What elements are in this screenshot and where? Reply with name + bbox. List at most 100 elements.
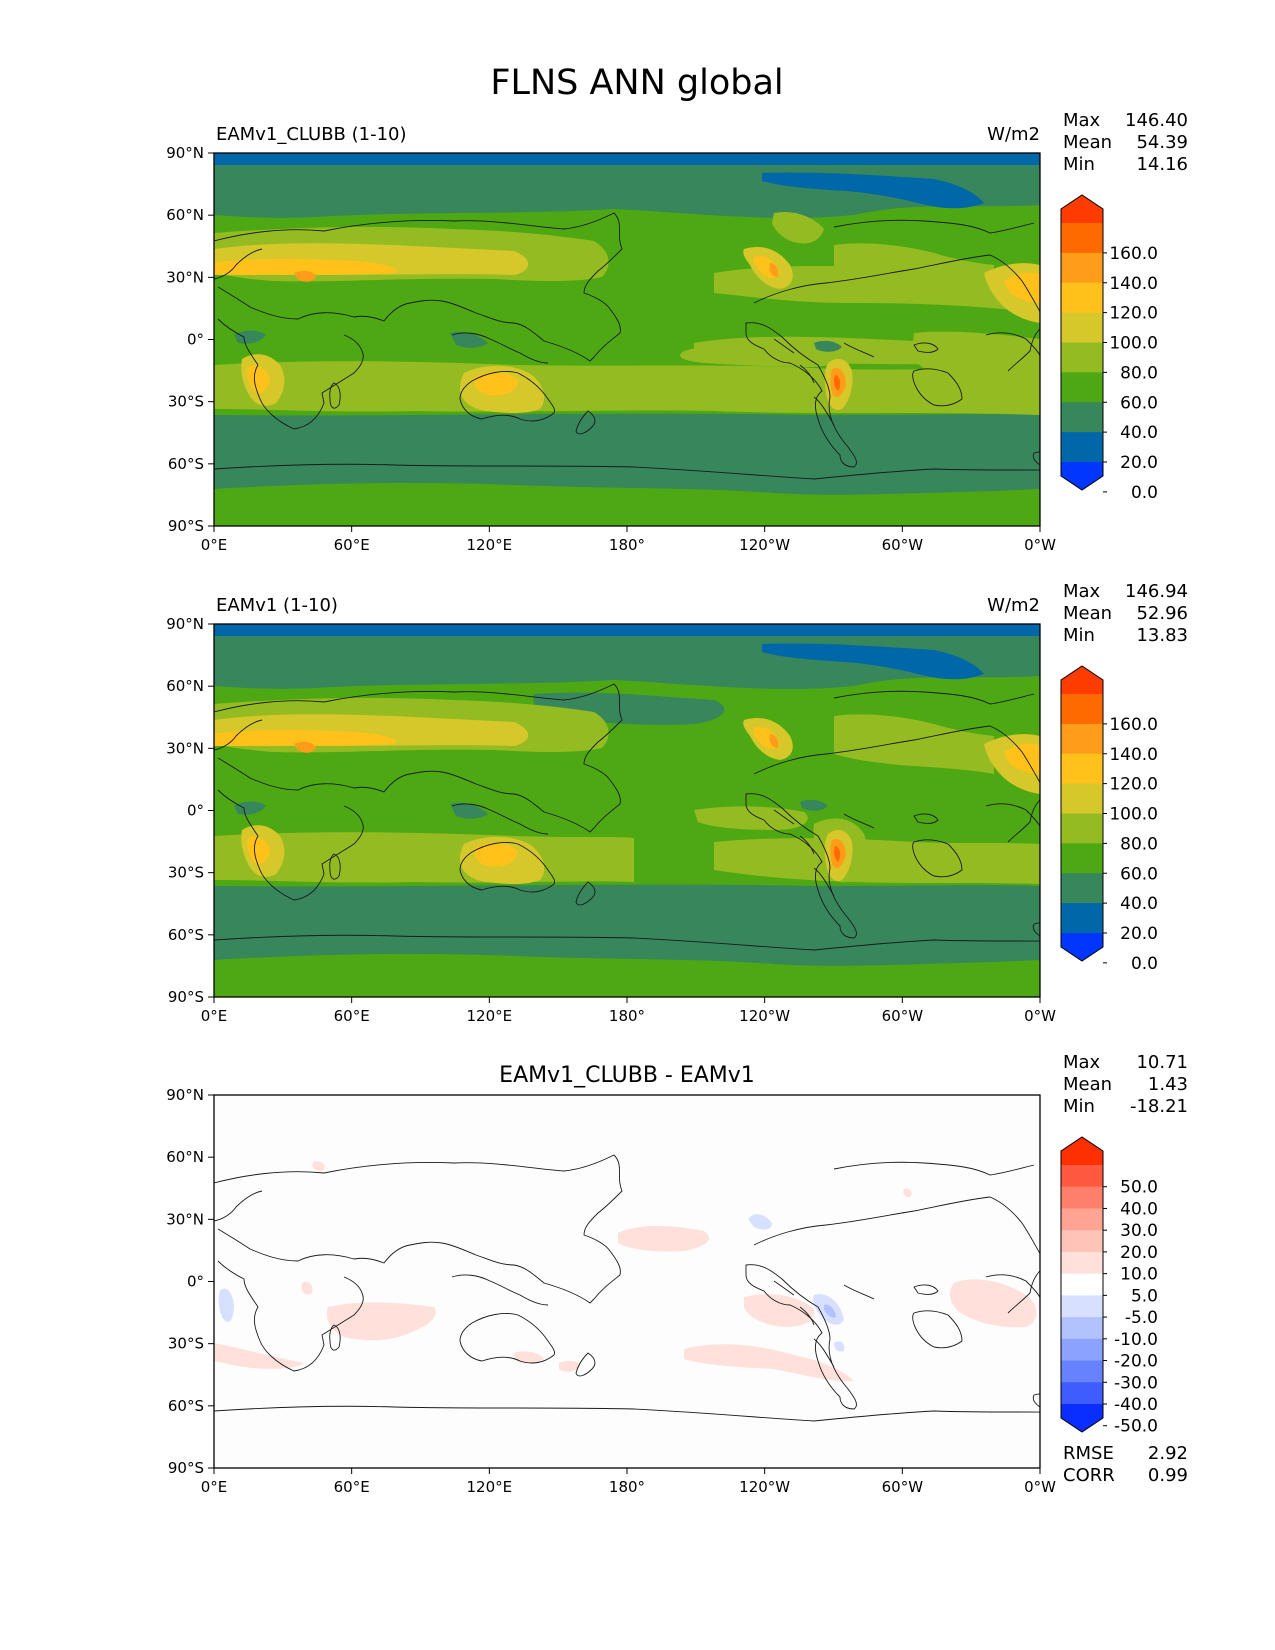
stat-value: 10.71 xyxy=(1136,1052,1188,1073)
colorbar-label: 40.0 xyxy=(1120,423,1158,443)
lat-tick-label: 30°N xyxy=(166,739,204,757)
colorbar-extend-min xyxy=(1061,933,1103,961)
colorbar-segment xyxy=(1061,843,1103,874)
lon-tick-label: 0°W xyxy=(1024,1478,1056,1496)
colorbar-label: 0.0 xyxy=(1131,483,1158,503)
lon-tick-label: 180° xyxy=(609,1007,645,1025)
colorbar-label: 50.0 xyxy=(1120,1178,1158,1198)
lon-tick-label: 120°E xyxy=(467,1478,513,1496)
axes-layer: 90°N60°N30°N0°30°S60°S90°S0°E 60°E 120°E 18… xyxy=(166,144,1056,1496)
stat-label: Mean xyxy=(1063,132,1112,153)
colorbar-extend-min xyxy=(1061,1404,1103,1432)
colorbar-segment xyxy=(1061,694,1103,725)
stat-value: 14.16 xyxy=(1136,154,1188,175)
lat-tick-label: 90°S xyxy=(168,1459,204,1477)
lon-tick-label: 60°W xyxy=(882,536,924,554)
colorbar-label: 160.0 xyxy=(1109,244,1158,264)
stat-label: Max xyxy=(1063,110,1101,131)
colorbar-segment xyxy=(1061,813,1103,844)
lat-tick-label: 60°S xyxy=(168,926,204,944)
lat-tick-label: 90°S xyxy=(168,517,204,535)
panel-test-title: EAMv1_CLUBB (1-10) xyxy=(216,124,407,145)
colorbar-segment xyxy=(1061,1208,1103,1231)
lat-tick-label: 60°S xyxy=(168,455,204,473)
lon-tick-label: 60°W xyxy=(882,1007,924,1025)
colorbar-label: 5.0 xyxy=(1131,1286,1158,1306)
colorbar-segment xyxy=(1061,1273,1103,1296)
colorbar-label: 160.0 xyxy=(1109,715,1158,735)
panel-test-map xyxy=(214,153,1040,526)
stat-value: 54.39 xyxy=(1136,132,1188,153)
colorbar-segment xyxy=(1061,1251,1103,1275)
colorbar-segment xyxy=(1061,1230,1103,1253)
lon-tick-label: 60°E xyxy=(334,536,370,554)
colorbar-segment xyxy=(1061,723,1103,755)
lon-tick-label: 0°E xyxy=(201,1478,228,1496)
colorbar-label: 40.0 xyxy=(1120,894,1158,914)
colorbar-label: 10.0 xyxy=(1120,1265,1158,1285)
colorbar-layer: 160.0 140.0 120.0 100.0 80.0 60.0 40.0 20.0 0.0 1… xyxy=(1060,194,1158,1437)
colorbar-label: -10.0 xyxy=(1114,1330,1158,1350)
figure-title: FLNS ANN global xyxy=(490,63,783,103)
stat-label: Max xyxy=(1063,581,1101,602)
stat-value: -18.21 xyxy=(1130,1096,1188,1117)
lat-tick-label: 90°N xyxy=(166,144,204,162)
lat-tick-label: 90°S xyxy=(168,988,204,1006)
colorbar-extend-max xyxy=(1061,1137,1103,1165)
stat-value: 146.94 xyxy=(1125,581,1188,602)
colorbar-segment xyxy=(1061,1317,1103,1340)
bottom-stat-value: 2.92 xyxy=(1148,1443,1188,1464)
colorbar-label: 120.0 xyxy=(1109,304,1158,324)
panel-reference-units: W/m2 xyxy=(987,595,1040,616)
colorbar-segment xyxy=(1061,1338,1103,1362)
lon-tick-label: 120°W xyxy=(739,1478,790,1496)
lat-tick-label: 60°N xyxy=(166,1148,204,1166)
lon-tick-label: 60°E xyxy=(334,1007,370,1025)
colorbar-label: 20.0 xyxy=(1120,924,1158,944)
lat-tick-label: 30°S xyxy=(168,1335,204,1353)
panel-difference-title: EAMv1_CLUBB - EAMv1 xyxy=(499,1063,755,1088)
colorbar-segment xyxy=(1061,282,1103,314)
colorbar-label: 100.0 xyxy=(1109,334,1158,354)
colorbar-segment xyxy=(1061,1165,1103,1188)
lon-tick-label: 120°E xyxy=(467,536,513,554)
panel-reference-map xyxy=(214,624,1040,997)
lon-tick-label: 120°W xyxy=(739,1007,790,1025)
lat-tick-label: 30°S xyxy=(168,393,204,411)
lon-tick-label: 120°E xyxy=(467,1007,513,1025)
lon-tick-label: 120°W xyxy=(739,536,790,554)
lat-tick-label: 60°S xyxy=(168,1397,204,1415)
stat-value: 13.83 xyxy=(1136,625,1188,646)
lon-tick-label: 180° xyxy=(609,536,645,554)
stat-label: Mean xyxy=(1063,603,1112,624)
colorbar-label: -30.0 xyxy=(1114,1373,1158,1393)
colorbar-segment xyxy=(1061,432,1103,463)
stat-label: Mean xyxy=(1063,1074,1112,1095)
colorbar-label: 60.0 xyxy=(1120,864,1158,884)
stats-layer: Max 146.40 Mean 54.39 Min 14.16 Max 146.94 Mean 5… xyxy=(1063,110,1188,1486)
panel-reference: EAMv1 (1-10) W/m2 xyxy=(213,595,1041,998)
stat-label: Min xyxy=(1063,154,1095,175)
lat-tick-label: 60°N xyxy=(166,206,204,224)
lat-tick-label: 30°N xyxy=(166,1210,204,1228)
colorbar-segment xyxy=(1061,1295,1103,1318)
stat-label: Min xyxy=(1063,625,1095,646)
lon-tick-label: 60°W xyxy=(882,1478,924,1496)
colorbar-segment xyxy=(1061,223,1103,254)
colorbar-label: 120.0 xyxy=(1109,775,1158,795)
colorbar-label: 140.0 xyxy=(1109,274,1158,294)
colorbar-extend-max xyxy=(1061,195,1103,223)
lat-tick-label: 90°N xyxy=(166,1086,204,1104)
colorbar-label: -40.0 xyxy=(1114,1395,1158,1415)
colorbar-label: 80.0 xyxy=(1120,363,1158,383)
colorbar-label: 60.0 xyxy=(1120,393,1158,413)
bottom-stat-label: CORR xyxy=(1063,1465,1115,1486)
colorbar-label: 40.0 xyxy=(1120,1199,1158,1219)
lat-tick-label: 30°S xyxy=(168,864,204,882)
colorbar-label: 20.0 xyxy=(1120,453,1158,473)
panel-reference-title: EAMv1 (1-10) xyxy=(216,595,338,616)
colorbar-segment xyxy=(1061,1382,1103,1405)
colorbar-segment xyxy=(1061,783,1103,814)
colorbar-label: 0.0 xyxy=(1131,954,1158,974)
colorbar-segment xyxy=(1061,1360,1103,1383)
